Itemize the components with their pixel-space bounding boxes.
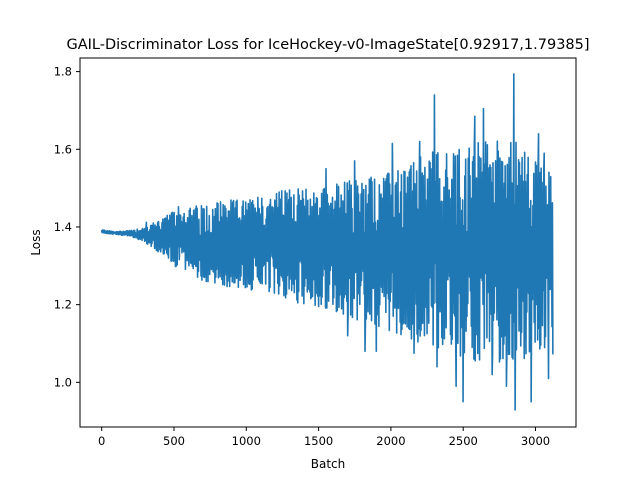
x-axis: 0 500 1000 1500 2000 2500 3000 bbox=[98, 427, 550, 448]
x-tick-label: 1000 bbox=[232, 434, 261, 448]
plot-series bbox=[100, 73, 554, 411]
x-axis-label: Batch bbox=[311, 457, 346, 471]
x-tick-label: 0 bbox=[98, 434, 105, 448]
y-tick-label: 1.2 bbox=[54, 298, 72, 312]
x-tick-label: 3000 bbox=[521, 434, 550, 448]
y-axis-label: Loss bbox=[29, 229, 43, 255]
y-tick-label: 1.6 bbox=[54, 142, 72, 156]
y-tick-label: 1.4 bbox=[54, 220, 72, 234]
x-tick-label: 1500 bbox=[304, 434, 333, 448]
x-tick-label: 500 bbox=[163, 434, 185, 448]
loss-series-line bbox=[100, 73, 554, 411]
y-axis: 1.0 1.2 1.4 1.6 1.8 bbox=[54, 65, 80, 389]
chart-title: GAIL-Discriminator Loss for IceHockey-v0… bbox=[66, 37, 589, 53]
x-tick-label: 2500 bbox=[449, 434, 478, 448]
x-tick-label: 2000 bbox=[376, 434, 405, 448]
y-tick-label: 1.0 bbox=[54, 375, 72, 389]
plot-frame bbox=[79, 57, 577, 428]
y-tick-label: 1.8 bbox=[54, 65, 72, 79]
